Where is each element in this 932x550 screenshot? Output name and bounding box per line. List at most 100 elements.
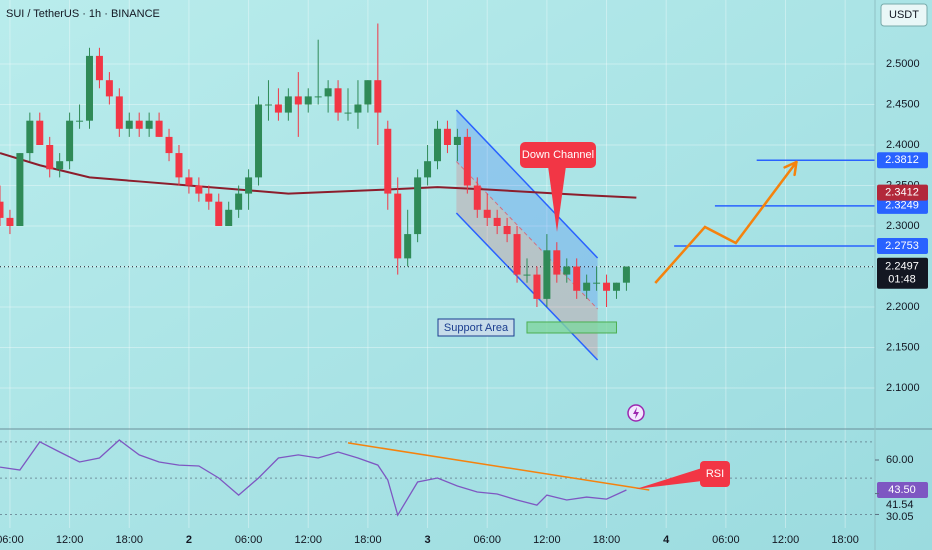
y-tick-label: 30.05 — [886, 511, 914, 523]
callout-pointer — [636, 468, 702, 489]
candle-body — [125, 120, 133, 129]
price-badge — [877, 152, 928, 169]
y-tick-label: 2.2000 — [886, 301, 920, 313]
candle-body — [135, 120, 143, 129]
channel-upper-fill — [456, 109, 598, 309]
candle-body — [294, 96, 302, 105]
x-tick-label: 4 — [663, 534, 670, 546]
candle-body — [145, 120, 153, 129]
support-label: Support Area — [444, 322, 509, 334]
candle-body — [95, 55, 103, 81]
candle-body — [563, 266, 571, 275]
y-tick-label: 2.5000 — [886, 58, 920, 70]
candle-body — [622, 266, 630, 283]
countdown: 01:48 — [888, 274, 916, 286]
candle-body — [394, 193, 402, 259]
candle-body — [185, 177, 193, 186]
candle-body — [354, 104, 362, 113]
price-badge — [877, 197, 928, 214]
candle-body — [105, 80, 113, 97]
arrow-head — [783, 160, 798, 169]
rsi-trendline — [347, 442, 650, 491]
candle-body — [324, 88, 332, 97]
x-tick-label: 06:00 — [712, 534, 740, 546]
x-tick-label: 18:00 — [115, 534, 143, 546]
candle-body — [583, 282, 591, 291]
channel-line — [455, 109, 599, 259]
candle-body — [463, 136, 471, 186]
candle-body — [16, 153, 24, 226]
candle-body — [46, 144, 54, 170]
price-badge — [877, 257, 928, 289]
x-tick-label: 12:00 — [772, 534, 800, 546]
price-badge — [877, 237, 928, 254]
candle-body — [175, 153, 183, 178]
y-tick-label: 2.1500 — [886, 341, 920, 353]
x-tick-label: 12:00 — [56, 534, 84, 546]
y-tick-label: 2.1000 — [886, 382, 920, 394]
y-tick-label: 2.3000 — [886, 220, 920, 232]
candle-body — [453, 136, 461, 145]
callout-box — [700, 461, 730, 487]
candle-body — [404, 234, 412, 259]
candle-body — [473, 185, 481, 210]
candle-body — [235, 193, 243, 210]
candle-body — [284, 96, 292, 113]
candle-body — [26, 120, 34, 154]
plot-area — [0, 23, 875, 517]
candle-body — [523, 274, 531, 276]
candle-body — [374, 80, 382, 113]
candle-body — [245, 177, 253, 194]
grid — [0, 441, 875, 516]
rsi-badge — [877, 482, 928, 498]
candle-body — [483, 209, 491, 218]
x-tick-label: 18:00 — [593, 534, 621, 546]
candle-body — [443, 128, 451, 145]
x-tick-label: 12:00 — [294, 534, 322, 546]
candle-body — [155, 120, 163, 137]
price-badge-label: 2.3812 — [885, 154, 919, 166]
candle-body — [314, 96, 322, 98]
candle-body — [215, 201, 223, 226]
candle-body — [503, 225, 511, 235]
candle-body — [603, 282, 611, 291]
candle-body — [434, 128, 441, 162]
moving-average — [0, 152, 637, 199]
candle-body — [334, 88, 342, 113]
y-tick-label: 2.4000 — [886, 139, 920, 151]
candle-body — [115, 96, 123, 129]
candle-body — [205, 193, 213, 202]
candle-body — [274, 104, 282, 113]
currency-box[interactable] — [880, 3, 928, 27]
candle-body — [533, 274, 541, 299]
candle-body — [543, 250, 551, 299]
y-tick-label: 2.4500 — [886, 98, 920, 110]
price-badge-label: 2.2497 — [885, 261, 919, 273]
candle-body — [255, 104, 263, 178]
channel-line — [455, 212, 599, 361]
candle-body — [165, 136, 173, 154]
candle-body — [612, 282, 620, 291]
x-tick-label: 06:00 — [0, 534, 24, 546]
candle-body — [225, 209, 233, 226]
candle-body — [304, 96, 312, 105]
candle-body — [384, 128, 392, 194]
candle-body — [364, 80, 372, 105]
y-tick-label: 41.54 — [886, 499, 914, 511]
candle-body — [76, 120, 84, 122]
candle-body — [6, 217, 14, 226]
x-tick-label: 18:00 — [354, 534, 382, 546]
candle-body — [424, 161, 432, 178]
currency: USDT — [889, 9, 919, 21]
candle-body — [414, 177, 422, 235]
support-label-box — [437, 318, 515, 337]
price-badge-label: 2.3412 — [885, 187, 919, 199]
candle-body — [195, 185, 203, 194]
arrow-head — [793, 160, 798, 177]
price-badge — [877, 184, 928, 201]
candle-body — [264, 104, 272, 106]
callout-text: Down Channel — [522, 149, 594, 161]
